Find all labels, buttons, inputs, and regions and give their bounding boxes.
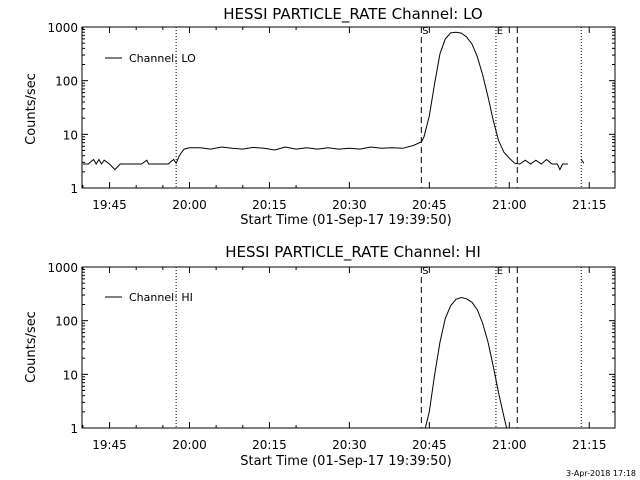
x-tick-label: 20:45 [412,198,447,212]
plot-frame [81,266,616,429]
x-tick-label: 20:15 [252,198,287,212]
y-axis-label: Counts/sec [24,73,39,145]
legend: Channel: HI [105,291,193,304]
x-tick-label: 21:00 [492,198,527,212]
y-tick-label: 1000 [47,21,78,35]
x-tick-label: 21:15 [572,198,607,212]
x-tick-label: 19:45 [92,438,127,452]
chart-panel-hi: HESSI PARTICLE_RATE Channel: HI Counts/s… [24,243,616,469]
legend: Channel: LO [105,52,196,65]
x-tick-label: 20:30 [332,198,367,212]
series-line [424,296,508,428]
plot-frame [81,26,616,189]
date-stamp: 3-Apr-2018 17:18 [566,469,636,478]
y-tick-label: 10 [63,368,78,382]
chart-title: HESSI PARTICLE_RATE Channel: HI [225,243,481,262]
x-axis-label: Start Time (01-Sep-17 19:39:50) [240,213,451,228]
marker-label: S [422,266,428,277]
legend-entry: Channel: HI [129,291,193,304]
x-tick-label: 21:00 [492,438,527,452]
legend-entry: Channel: LO [129,52,196,65]
x-tick-label: 21:15 [572,438,607,452]
y-tick-label: 1 [70,422,78,436]
x-tick-label: 20:15 [252,438,287,452]
x-tick-label: 19:45 [92,198,127,212]
y-tick-label: 1000 [47,261,78,275]
y-tick-label: 1 [70,182,78,196]
y-axis-label: Counts/sec [24,311,39,383]
series-line [82,31,568,171]
marker-label: E [497,26,503,37]
x-tick-label: 20:45 [412,438,447,452]
chart-panel-lo: HESSI PARTICLE_RATE Channel: LO Counts/s… [24,5,616,228]
x-tick-label: 20:00 [172,438,207,452]
x-axis-label: Start Time (01-Sep-17 19:39:50) [240,454,451,469]
series-line [580,159,585,164]
chart-title: HESSI PARTICLE_RATE Channel: LO [223,5,482,24]
marker-label: S [422,26,428,37]
x-tick-label: 20:00 [172,198,207,212]
marker-label: E [497,266,503,277]
x-tick-label: 20:30 [332,438,367,452]
y-tick-label: 100 [55,315,78,329]
y-tick-label: 100 [55,75,78,89]
y-tick-label: 10 [63,128,78,142]
